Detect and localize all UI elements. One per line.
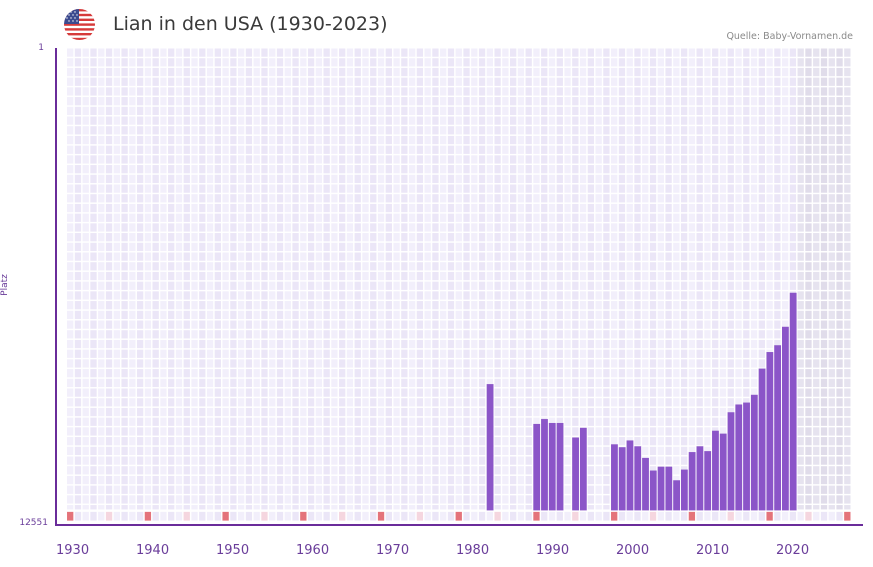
bar-2000[interactable]	[611, 444, 618, 511]
bar-1993[interactable]	[556, 422, 564, 511]
bar-2016[interactable]	[735, 404, 743, 511]
x-tick-label: 1990	[536, 543, 570, 558]
bar-2006[interactable]	[657, 466, 665, 511]
x-tick-label: 1980	[456, 543, 490, 558]
bar-2004[interactable]	[642, 457, 649, 511]
bar-2005[interactable]	[649, 470, 657, 511]
bar-2014[interactable]	[719, 433, 727, 511]
x-tick-label: 2010	[696, 543, 730, 558]
bar-1991[interactable]	[541, 419, 548, 511]
bar-1984[interactable]	[486, 384, 494, 511]
bar-1990[interactable]	[533, 423, 541, 511]
source-label: Quelle: Baby-Vornamen.de	[726, 31, 853, 42]
bar-2007[interactable]	[665, 466, 673, 511]
bar-2009[interactable]	[680, 469, 688, 511]
x-tick-label: 1950	[216, 543, 250, 558]
bar-2022[interactable]	[782, 326, 789, 511]
y-axis-top-label: 1	[38, 43, 44, 53]
y-axis-title: Platz	[0, 274, 10, 296]
x-tick-label: 1930	[56, 543, 90, 558]
bar-2001[interactable]	[618, 447, 626, 511]
x-tick-label: 2000	[616, 543, 650, 558]
bar-1995[interactable]	[572, 437, 579, 511]
y-axis-bottom-label: 12551	[19, 518, 48, 528]
bar-1996[interactable]	[579, 427, 587, 511]
bar-2010[interactable]	[688, 452, 696, 511]
bar-2003[interactable]	[634, 446, 642, 511]
x-tick-label: 1940	[136, 543, 170, 558]
plot-area	[67, 48, 851, 521]
y-axis-line	[55, 48, 57, 525]
bar-2011[interactable]	[696, 446, 704, 511]
bar-2023[interactable]	[789, 292, 797, 511]
chart-title: Lian in den USA (1930-2023)	[113, 13, 388, 35]
bar-2019[interactable]	[758, 368, 766, 511]
bar-2017[interactable]	[743, 402, 750, 511]
x-tick-label: 1970	[376, 543, 410, 558]
bar-2013[interactable]	[712, 430, 719, 511]
bar-1992[interactable]	[548, 422, 556, 511]
x-tick-label: 2020	[776, 543, 810, 558]
bar-2015[interactable]	[727, 412, 735, 511]
bar-2012[interactable]	[704, 451, 712, 511]
bar-2002[interactable]	[626, 440, 634, 511]
bar-2021[interactable]	[774, 345, 782, 511]
bar-2020[interactable]	[766, 352, 774, 511]
us-flag-icon	[64, 9, 95, 40]
x-axis-line	[55, 524, 863, 526]
bar-2018[interactable]	[750, 394, 758, 511]
x-tick-label: 1960	[296, 543, 330, 558]
bar-2008[interactable]	[673, 480, 680, 511]
